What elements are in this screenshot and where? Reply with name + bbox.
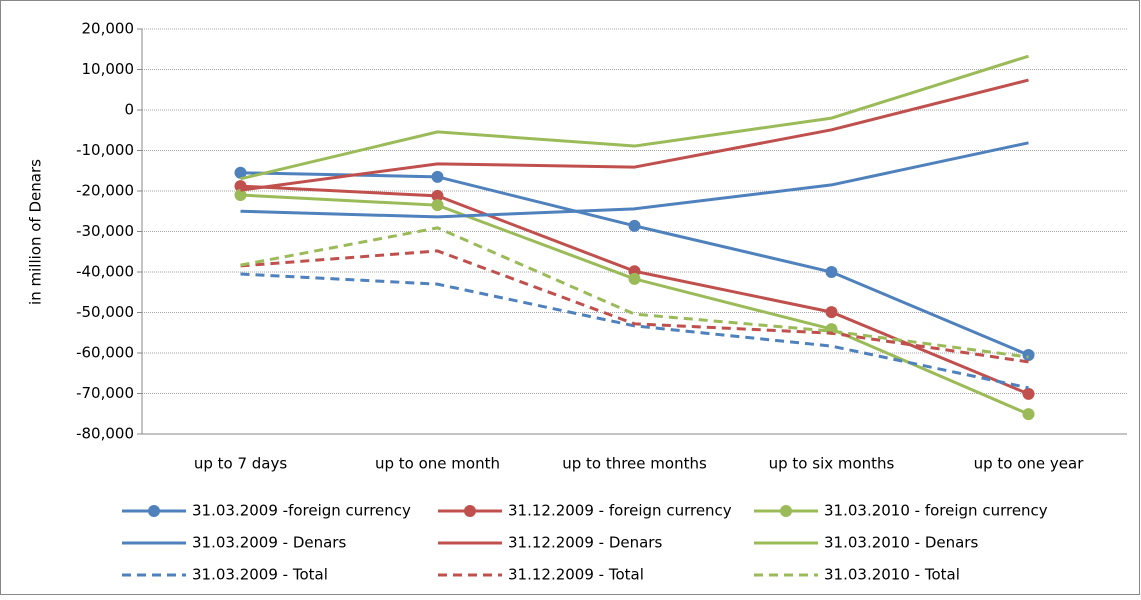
y-tick-label: -10,000 — [76, 141, 134, 159]
series-line — [240, 78, 1029, 192]
marker — [234, 189, 247, 202]
legend-label: 31.12.2009 - foreign currency — [508, 502, 732, 520]
legend-label: 31.03.2010 - Denars — [824, 534, 978, 552]
legend-marker — [148, 505, 160, 517]
y-tick-label: 0 — [124, 101, 134, 119]
y-tick-label: 10,000 — [82, 60, 135, 78]
legend-label: 31.12.2009 - Total — [508, 566, 644, 584]
legend-label: 31.03.2009 - Total — [192, 566, 328, 584]
marker — [431, 170, 444, 183]
legend-marker — [780, 505, 792, 517]
y-tick-label: -50,000 — [76, 303, 134, 321]
marker — [825, 306, 838, 319]
y-tick-label: -40,000 — [76, 263, 134, 281]
y-tick-label: -80,000 — [76, 425, 134, 443]
marker — [1022, 408, 1035, 421]
y-tick-label: -60,000 — [76, 344, 134, 362]
series-line — [240, 226, 1029, 359]
x-tick-label: up to one year — [974, 455, 1085, 473]
y-tick-label: 20,000 — [82, 20, 135, 38]
x-tick-label: up to 7 days — [194, 455, 288, 473]
x-tick-label: up to six months — [769, 455, 895, 473]
marker — [628, 219, 641, 232]
y-tick-label: -30,000 — [76, 222, 134, 240]
y-axis-label: in million of Denars — [27, 159, 45, 305]
legend-label: 31.03.2009 -foreign currency — [192, 502, 411, 520]
series-line — [240, 272, 1029, 390]
x-tick-label: up to three months — [562, 455, 707, 473]
y-tick-label: -20,000 — [76, 182, 134, 200]
series-line — [240, 249, 1029, 364]
legend-label: 31.03.2009 - Denars — [192, 534, 346, 552]
marker — [431, 199, 444, 212]
marker — [431, 189, 444, 202]
legend-marker — [464, 505, 476, 517]
marker — [628, 272, 641, 285]
marker — [234, 166, 247, 179]
y-tick-label: -70,000 — [76, 384, 134, 402]
legend-label: 31.03.2010 - foreign currency — [824, 502, 1048, 520]
series-line — [240, 141, 1029, 219]
legend-label: 31.12.2009 - Denars — [508, 534, 662, 552]
marker — [1022, 349, 1035, 362]
marker — [1022, 387, 1035, 400]
marker — [825, 266, 838, 278]
series-line — [240, 54, 1029, 181]
legend-label: 31.03.2010 - Total — [824, 566, 960, 584]
x-tick-label: up to one month — [375, 455, 500, 473]
